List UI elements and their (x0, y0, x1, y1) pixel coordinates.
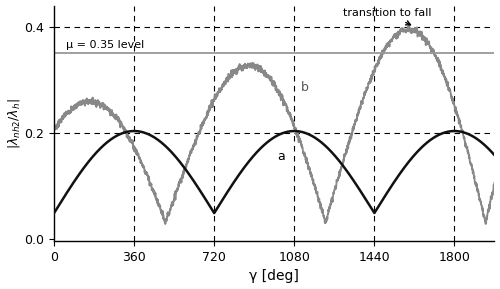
Text: b: b (301, 81, 309, 94)
Text: μ = 0.35 level: μ = 0.35 level (66, 40, 144, 49)
Text: a: a (278, 150, 285, 163)
Y-axis label: $|\lambda_{nh2}/\lambda_h|$: $|\lambda_{nh2}/\lambda_h|$ (6, 98, 22, 149)
X-axis label: γ [deg]: γ [deg] (250, 269, 299, 284)
Text: transition to fall: transition to fall (343, 8, 432, 25)
